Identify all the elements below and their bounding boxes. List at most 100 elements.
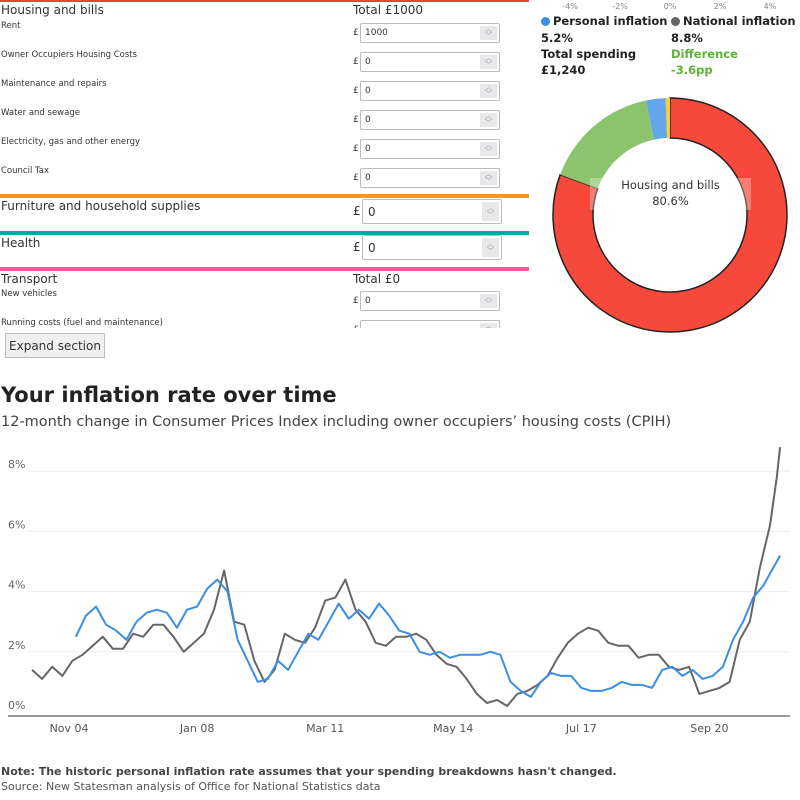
donut-segment[interactable]	[645, 98, 668, 140]
difference-label: Difference	[671, 47, 738, 61]
section-title-transport: Transport	[1, 272, 58, 286]
scale-tick-label: 2%	[713, 2, 727, 11]
national-dot-icon	[671, 17, 680, 26]
amount-input[interactable]: 0 ︿ ﹀	[360, 291, 500, 311]
chart-subtitle: 12-month change in Consumer Prices Index…	[1, 414, 672, 430]
spinner-arrows-icon[interactable]: ︿﹀	[480, 84, 497, 98]
currency-symbol: £	[353, 86, 359, 96]
health-color-bar	[0, 231, 529, 235]
total-spending-value: £1,240	[541, 63, 586, 77]
currency-symbol: £	[353, 296, 359, 306]
section-title-health: Health	[1, 236, 41, 250]
scale-tick-label: 4%	[763, 2, 777, 11]
scale-tick-label: -2%	[612, 2, 628, 11]
y-tick-label: 6%	[8, 518, 25, 531]
input-value: 0	[365, 86, 371, 96]
spinner-arrows-icon[interactable]: ︿﹀	[482, 238, 499, 257]
amount-input[interactable]: 0 ︿ ﹀	[360, 52, 500, 72]
y-tick-label: 0%	[8, 699, 25, 712]
health-input[interactable]: 0 ︿ ﹀	[362, 235, 502, 260]
row-label: Running costs (fuel and maintenance)	[1, 318, 163, 328]
legend-label: National inflation	[683, 14, 796, 28]
amount-input[interactable]: ︿﹀	[360, 320, 500, 328]
input-value: 0	[365, 296, 371, 306]
y-tick-label: 2%	[8, 639, 25, 652]
donut-segment[interactable]	[552, 97, 788, 333]
currency-symbol: £	[353, 325, 359, 328]
input-value: 1000	[365, 28, 388, 38]
x-tick-label: Jan 08	[179, 722, 214, 735]
input-value: 0	[368, 204, 376, 219]
furniture-input[interactable]: 0 ︿ ﹀	[362, 199, 502, 224]
section-total-transport: Total £0	[353, 272, 401, 286]
personal-inflation-line	[74, 555, 781, 698]
spinner-arrows-icon[interactable]: ︿﹀	[480, 323, 497, 328]
x-tick-label: May 14	[433, 722, 473, 735]
currency-symbol: £	[353, 240, 361, 254]
difference-value: -3.6pp	[671, 63, 713, 77]
currency-symbol: £	[353, 204, 361, 218]
row-label: Council Tax	[1, 166, 50, 176]
personal-value: 5.2%	[541, 31, 573, 45]
expand-section-button[interactable]: Expand section	[5, 333, 105, 358]
currency-symbol: £	[353, 115, 359, 125]
legend-national: National inflation	[671, 14, 796, 28]
currency-symbol: £	[353, 144, 359, 154]
donut-label-backdrop	[590, 178, 751, 210]
donut-center-label: Housing and bills	[621, 178, 720, 192]
spinner-arrows-icon[interactable]: ︿﹀	[480, 55, 497, 69]
spinner-arrows-icon[interactable]: ︿﹀	[480, 142, 497, 156]
row-label: Maintenance and repairs	[1, 79, 107, 89]
spinner-arrows-icon[interactable]: ︿﹀	[480, 113, 497, 127]
scale-tick-label: 0%	[663, 2, 677, 11]
amount-input[interactable]: 0 ︿ ﹀	[360, 168, 500, 188]
input-value: 0	[365, 115, 371, 125]
section-title-furniture: Furniture and household supplies	[1, 199, 201, 213]
spinner-arrows-icon[interactable]: ︿﹀	[480, 26, 497, 40]
legend-label: Personal inflation	[553, 14, 668, 28]
row-label: Water and sewage	[1, 108, 80, 118]
spending-donut-chart	[552, 97, 788, 333]
currency-symbol: £	[353, 28, 359, 38]
section-title-housing: Housing and bills	[1, 3, 104, 17]
input-value: 0	[368, 240, 376, 255]
amount-input[interactable]: 1000 ︿ ﹀	[360, 23, 500, 43]
x-tick-label: Sep 20	[690, 722, 728, 735]
x-tick-label: Nov 04	[50, 722, 89, 735]
chart-title: Your inflation rate over time	[1, 383, 337, 407]
legend-personal: Personal inflation	[541, 14, 667, 28]
row-label: New vehicles	[1, 289, 57, 299]
y-tick-label: 8%	[8, 458, 25, 471]
spinner-arrows-icon[interactable]: ︿﹀	[482, 202, 499, 221]
currency-symbol: £	[353, 57, 359, 67]
row-label: Owner Occupiers Housing Costs	[1, 50, 138, 60]
transport-color-bar	[0, 267, 529, 271]
input-value: 0	[365, 144, 371, 154]
total-spending-label: Total spending	[541, 47, 637, 61]
scale-tick-label: -4%	[562, 2, 578, 11]
row-label: Rent	[1, 21, 21, 31]
national-value: 8.8%	[671, 31, 703, 45]
inflation-line-chart: 0% 2% 4% 6% 8% Nov 04 Jan 08 Mar 11 May 14 Jul 17…	[8, 446, 790, 735]
amount-input[interactable]: 0 ︿ ﹀	[360, 110, 500, 130]
row-label: Electricity, gas and other energy	[1, 137, 141, 147]
donut-segment[interactable]	[560, 100, 655, 189]
section-total-housing: Total £1000	[353, 3, 424, 17]
x-tick-label: Mar 11	[306, 722, 344, 735]
amount-input[interactable]: 0 ︿ ﹀	[360, 81, 500, 101]
currency-symbol: £	[353, 173, 359, 183]
donut-center-value: 80.6%	[652, 194, 689, 208]
furniture-color-bar	[0, 194, 529, 198]
spinner-arrows-icon[interactable]: ︿﹀	[480, 171, 497, 185]
donut-segment[interactable]	[665, 98, 670, 139]
housing-color-bar	[0, 0, 529, 2]
input-value: 0	[365, 173, 371, 183]
input-value: 0	[365, 57, 371, 67]
chart-note: Note: The historic personal inflation ra…	[1, 765, 617, 778]
x-tick-label: Jul 17	[565, 722, 597, 735]
personal-dot-icon	[541, 17, 550, 26]
chart-source: Source: New Statesman analysis of Office…	[1, 780, 381, 793]
amount-input[interactable]: 0 ︿ ﹀	[360, 139, 500, 159]
spinner-arrows-icon[interactable]: ︿﹀	[480, 294, 497, 308]
y-tick-label: 4%	[8, 579, 25, 592]
